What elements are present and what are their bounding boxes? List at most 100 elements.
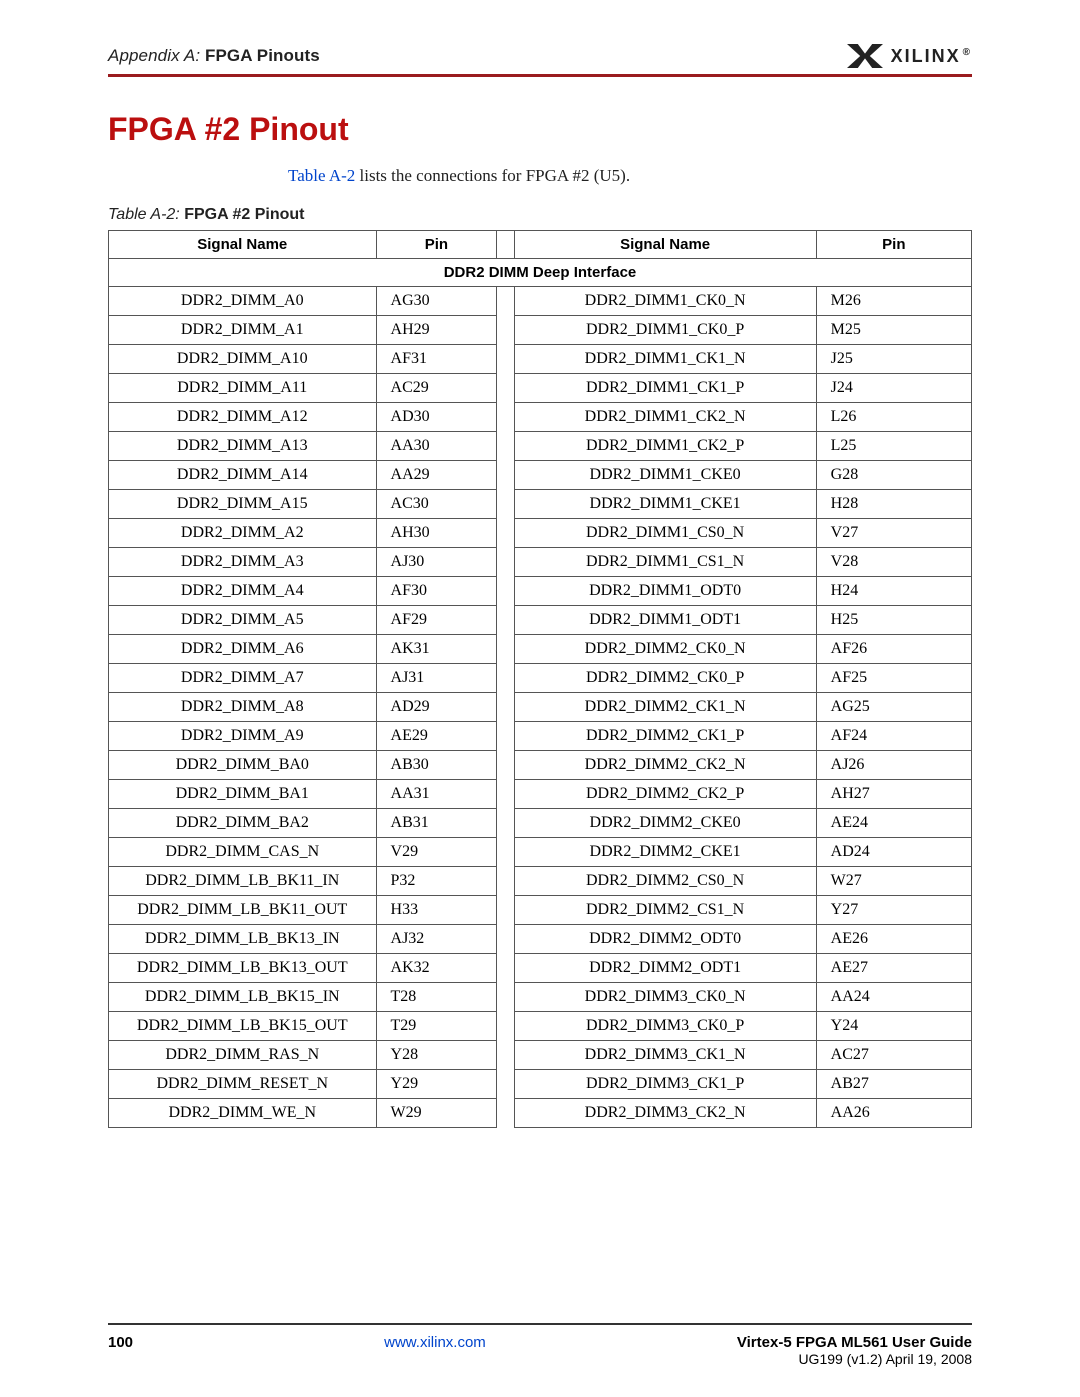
signal-right: DDR2_DIMM1_CK1_P	[514, 374, 816, 403]
table-row: DDR2_DIMM_RESET_NY29DDR2_DIMM3_CK1_PAB27	[109, 1070, 972, 1099]
pin-right: M25	[816, 316, 971, 345]
gap-cell	[497, 606, 514, 635]
gap-cell	[497, 925, 514, 954]
signal-left: DDR2_DIMM_LB_BK13_OUT	[109, 954, 377, 983]
signal-right: DDR2_DIMM1_CK0_P	[514, 316, 816, 345]
signal-right: DDR2_DIMM2_CK2_P	[514, 780, 816, 809]
table-row: DDR2_DIMM_A13AA30DDR2_DIMM1_CK2_PL25	[109, 432, 972, 461]
pin-left: AD29	[376, 693, 497, 722]
signal-right: DDR2_DIMM1_CK2_N	[514, 403, 816, 432]
gap-cell	[497, 403, 514, 432]
table-row: DDR2_DIMM_A7AJ31 DDR2_DIMM2_CK0_PAF25	[109, 664, 972, 693]
table-row: DDR2_DIMM_A6AK31DDR2_DIMM2_CK0_NAF26	[109, 635, 972, 664]
signal-right: DDR2_DIMM1_CK1_N	[514, 345, 816, 374]
footer-rule	[108, 1323, 972, 1325]
footer-guide-sub: UG199 (v1.2) April 19, 2008	[737, 1351, 972, 1367]
header-section-prefix: Appendix A:	[108, 46, 200, 65]
signal-left: DDR2_DIMM_A5	[109, 606, 377, 635]
pin-left: H33	[376, 896, 497, 925]
signal-right: DDR2_DIMM3_CK1_N	[514, 1041, 816, 1070]
pin-left: AJ31	[376, 664, 497, 693]
signal-right: DDR2_DIMM2_CK0_P	[514, 664, 816, 693]
pin-left: AF31	[376, 345, 497, 374]
signal-left: DDR2_DIMM_A3	[109, 548, 377, 577]
table-row: DDR2_DIMM_A3AJ30DDR2_DIMM1_CS1_NV28	[109, 548, 972, 577]
table-row: DDR2_DIMM_LB_BK11_OUTH33DDR2_DIMM2_CS1_N…	[109, 896, 972, 925]
pin-left: AA30	[376, 432, 497, 461]
pin-left: AA29	[376, 461, 497, 490]
table-a2-link[interactable]: Table A-2	[288, 166, 355, 185]
table-section-header: DDR2 DIMM Deep Interface	[109, 259, 972, 287]
footer-url-link[interactable]: www.xilinx.com	[384, 1334, 486, 1351]
gap-cell	[497, 577, 514, 606]
pin-left: AH29	[376, 316, 497, 345]
xilinx-logo: XILINX®	[847, 44, 972, 68]
gap-cell	[497, 519, 514, 548]
pin-left: AC29	[376, 374, 497, 403]
signal-right: DDR2_DIMM1_CKE0	[514, 461, 816, 490]
gap-cell	[497, 345, 514, 374]
signal-right: DDR2_DIMM1_CS1_N	[514, 548, 816, 577]
gap-cell	[497, 1099, 514, 1128]
page-number: 100	[108, 1334, 133, 1351]
gap-cell	[497, 954, 514, 983]
table-row: DDR2_DIMM_BA1AA31DDR2_DIMM2_CK2_PAH27	[109, 780, 972, 809]
pin-right: AE24	[816, 809, 971, 838]
pin-left: AJ32	[376, 925, 497, 954]
table-row: DDR2_DIMM_A14AA29DDR2_DIMM1_CKE0G28	[109, 461, 972, 490]
header-rule	[108, 74, 972, 77]
gap-cell	[497, 896, 514, 925]
signal-left: DDR2_DIMM_A15	[109, 490, 377, 519]
table-header-row: Signal Name Pin Signal Name Pin	[109, 231, 972, 259]
pin-left: Y29	[376, 1070, 497, 1099]
pin-right: H24	[816, 577, 971, 606]
gap-cell	[497, 983, 514, 1012]
signal-right: DDR2_DIMM2_CS0_N	[514, 867, 816, 896]
pin-right: AH27	[816, 780, 971, 809]
pin-right: AA24	[816, 983, 971, 1012]
pin-left: T28	[376, 983, 497, 1012]
pin-left: T29	[376, 1012, 497, 1041]
gap-cell	[497, 316, 514, 345]
table-row: DDR2_DIMM_WE_NW29DDR2_DIMM3_CK2_NAA26	[109, 1099, 972, 1128]
pin-left: AC30	[376, 490, 497, 519]
pin-right: W27	[816, 867, 971, 896]
pin-right: J24	[816, 374, 971, 403]
signal-right: DDR2_DIMM2_ODT0	[514, 925, 816, 954]
intro-paragraph: Table A-2 lists the connections for FPGA…	[288, 166, 972, 186]
gap-cell	[497, 1041, 514, 1070]
signal-left: DDR2_DIMM_A8	[109, 693, 377, 722]
signal-right: DDR2_DIMM3_CK0_P	[514, 1012, 816, 1041]
pin-right: AE27	[816, 954, 971, 983]
gap-cell	[497, 780, 514, 809]
pin-right: H28	[816, 490, 971, 519]
pin-right: AE26	[816, 925, 971, 954]
signal-right: DDR2_DIMM2_CK1_N	[514, 693, 816, 722]
col-pin-1: Pin	[376, 231, 497, 259]
pin-right: AF25	[816, 664, 971, 693]
table-row: DDR2_DIMM_A4AF30DDR2_DIMM1_ODT0H24	[109, 577, 972, 606]
signal-right: DDR2_DIMM2_ODT1	[514, 954, 816, 983]
table-caption-title: FPGA #2 Pinout	[184, 206, 304, 223]
table-row: DDR2_DIMM_A11AC29DDR2_DIMM1_CK1_PJ24	[109, 374, 972, 403]
signal-right: DDR2_DIMM1_ODT1	[514, 606, 816, 635]
gap-cell	[497, 693, 514, 722]
pin-left: AK32	[376, 954, 497, 983]
pinout-table: Signal Name Pin Signal Name Pin DDR2 DIM…	[108, 230, 972, 1128]
pin-left: AG30	[376, 287, 497, 316]
gap-cell	[497, 838, 514, 867]
signal-right: DDR2_DIMM2_CK2_N	[514, 751, 816, 780]
signal-left: DDR2_DIMM_BA0	[109, 751, 377, 780]
pin-left: AJ30	[376, 548, 497, 577]
table-row: DDR2_DIMM_A15AC30DDR2_DIMM1_CKE1H28	[109, 490, 972, 519]
table-row: DDR2_DIMM_A10AF31DDR2_DIMM1_CK1_NJ25	[109, 345, 972, 374]
signal-left: DDR2_DIMM_A7	[109, 664, 377, 693]
signal-left: DDR2_DIMM_A1	[109, 316, 377, 345]
signal-left: DDR2_DIMM_RESET_N	[109, 1070, 377, 1099]
table-row: DDR2_DIMM_LB_BK15_OUTT29DDR2_DIMM3_CK0_P…	[109, 1012, 972, 1041]
gap-cell	[497, 635, 514, 664]
pin-right: M26	[816, 287, 971, 316]
col-pin-2: Pin	[816, 231, 971, 259]
table-row: DDR2_DIMM_A5AF29DDR2_DIMM1_ODT1H25	[109, 606, 972, 635]
signal-right: DDR2_DIMM1_CS0_N	[514, 519, 816, 548]
